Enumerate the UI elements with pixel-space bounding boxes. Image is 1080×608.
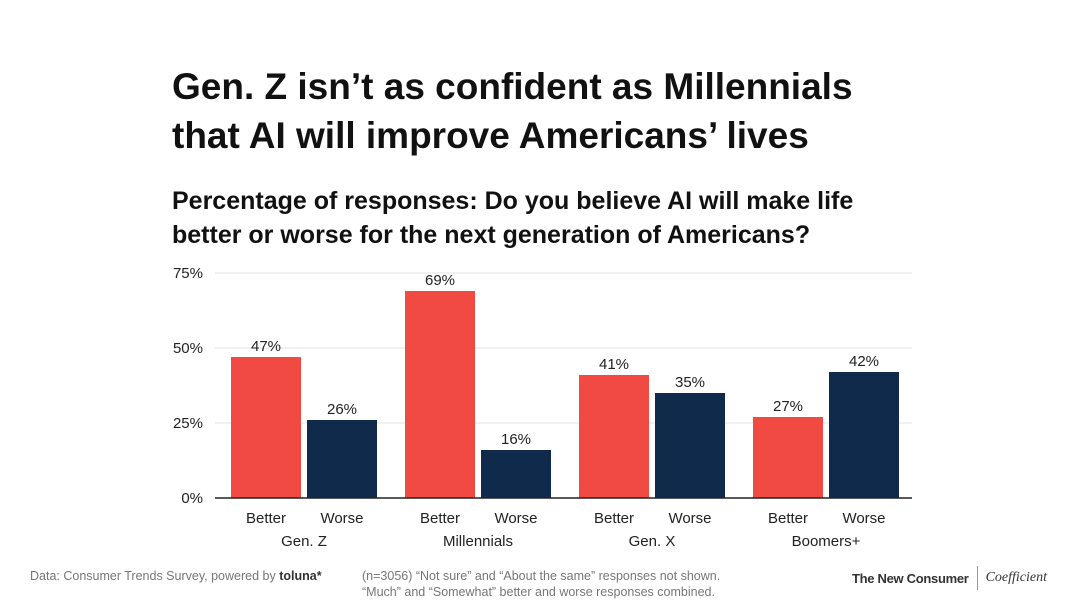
coefficient-logo: Coefficient bbox=[985, 570, 1047, 585]
data-source: Data: Consumer Trends Survey, powered by… bbox=[30, 568, 322, 584]
note-line-1: (n=3056) “Not sure” and “About the same”… bbox=[362, 569, 721, 583]
x-category-label-gen-z: Gen. Z bbox=[281, 533, 327, 550]
data-label-boomers-better: 27% bbox=[773, 398, 803, 415]
subtitle-line-2: better or worse for the next generation … bbox=[172, 221, 811, 249]
x-series-label-gen-z-worse: Worse bbox=[320, 510, 363, 527]
x-series-label-boomers-better: Better bbox=[768, 510, 808, 527]
data-label-gen-z-worse: 26% bbox=[327, 401, 357, 418]
bar-boomers-worse bbox=[829, 372, 899, 498]
title-line-2: that AI will improve Americans’ lives bbox=[172, 115, 809, 156]
source-text: Data: Consumer Trends Survey, powered by bbox=[30, 569, 276, 583]
x-series-label-gen-z-better: Better bbox=[246, 510, 286, 527]
toluna-logo: toluna* bbox=[279, 569, 322, 583]
x-series-label-millennials-worse: Worse bbox=[494, 510, 537, 527]
bar-gen-x-better bbox=[579, 375, 649, 498]
x-category-label-gen-x: Gen. X bbox=[629, 533, 676, 550]
brand-logos: The New Consumer Coefficient bbox=[852, 566, 1047, 590]
subtitle-line-1: Percentage of responses: Do you believe … bbox=[172, 187, 854, 215]
data-label-millennials-worse: 16% bbox=[501, 431, 531, 448]
data-label-millennials-better: 69% bbox=[425, 272, 455, 289]
y-tick-label-75: 75% bbox=[173, 265, 203, 282]
data-label-gen-x-better: 41% bbox=[599, 356, 629, 373]
y-tick-label-25: 25% bbox=[173, 415, 203, 432]
data-label-gen-x-worse: 35% bbox=[675, 374, 705, 391]
bar-millennials-worse bbox=[481, 450, 551, 498]
x-series-label-gen-x-worse: Worse bbox=[668, 510, 711, 527]
chart-title: Gen. Z isn’t as confident as Millennials… bbox=[172, 62, 1032, 160]
note-line-2: “Much” and “Somewhat” better and worse r… bbox=[362, 585, 715, 599]
bar-gen-z-worse bbox=[307, 420, 377, 498]
bar-boomers-better bbox=[753, 417, 823, 498]
x-series-label-gen-x-better: Better bbox=[594, 510, 634, 527]
methodology-note: (n=3056) “Not sure” and “About the same”… bbox=[362, 568, 782, 600]
title-line-1: Gen. Z isn’t as confident as Millennials bbox=[172, 66, 853, 107]
bar-gen-z-better bbox=[231, 357, 301, 498]
the-new-consumer-logo: The New Consumer bbox=[852, 570, 969, 586]
x-category-label-millennials: Millennials bbox=[443, 533, 513, 550]
chart-subtitle: Percentage of responses: Do you believe … bbox=[172, 184, 1032, 252]
bar-gen-x-worse bbox=[655, 393, 725, 498]
x-series-label-millennials-better: Better bbox=[420, 510, 460, 527]
data-label-boomers-worse: 42% bbox=[849, 353, 879, 370]
y-tick-label-50: 50% bbox=[173, 340, 203, 357]
x-series-label-boomers-worse: Worse bbox=[842, 510, 885, 527]
bar-chart: 0% 25% 50% 75% 47% Better 26% Worse Gen. Z 69% Bet… bbox=[173, 265, 912, 550]
brand-divider bbox=[976, 566, 978, 590]
y-tick-label-0: 0% bbox=[181, 490, 203, 507]
x-category-label-boomers: Boomers+ bbox=[792, 533, 861, 550]
data-label-gen-z-better: 47% bbox=[251, 338, 281, 355]
bar-millennials-better bbox=[405, 291, 475, 498]
